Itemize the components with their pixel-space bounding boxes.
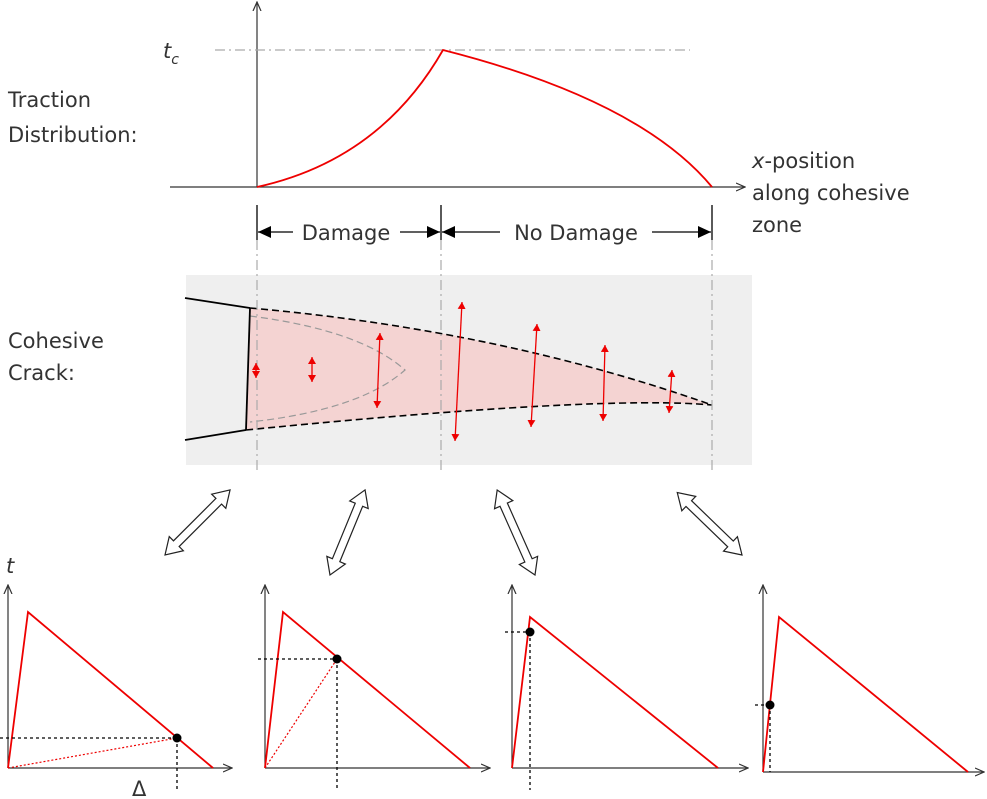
no-damage-label: No Damage: [514, 221, 638, 245]
crack-label: Crack:: [8, 361, 75, 385]
link-arrow: [321, 486, 375, 579]
diagram: tc Traction Distribution: x-position alo…: [0, 0, 987, 799]
link-arrows: [158, 483, 749, 579]
law-2: [258, 585, 490, 790]
x-label: along cohesive: [752, 181, 910, 205]
traction-curve: [257, 50, 712, 187]
zone-markers: Damage No Damage: [257, 205, 712, 245]
state-point: [766, 701, 775, 710]
link-arrow: [488, 486, 544, 579]
traction-label: Traction: [7, 88, 91, 112]
law-curve: [265, 612, 470, 768]
state-point: [333, 655, 342, 664]
law-4: [755, 585, 984, 772]
traction-label: Distribution:: [8, 123, 138, 147]
unload-path: [8, 738, 177, 768]
crack-label: Cohesive: [8, 329, 104, 353]
crack: Cohesive Crack:: [8, 240, 752, 472]
law-3: [505, 585, 748, 790]
law-1: t Δ: [0, 554, 232, 799]
link-arrow: [158, 483, 237, 562]
tc-label: tc: [163, 39, 179, 68]
state-point: [526, 628, 535, 637]
x-label: x-position: [751, 149, 855, 173]
law-curve: [763, 617, 968, 772]
t-label: t: [6, 554, 15, 578]
link-arrow: [670, 485, 749, 562]
damage-label: Damage: [302, 221, 391, 245]
law-curve: [8, 612, 213, 768]
delta-label: Δ: [132, 777, 147, 799]
x-label: zone: [752, 213, 802, 237]
state-point: [173, 734, 182, 743]
traction-plot: tc Traction Distribution: x-position alo…: [7, 2, 910, 237]
law-curve: [512, 617, 718, 768]
